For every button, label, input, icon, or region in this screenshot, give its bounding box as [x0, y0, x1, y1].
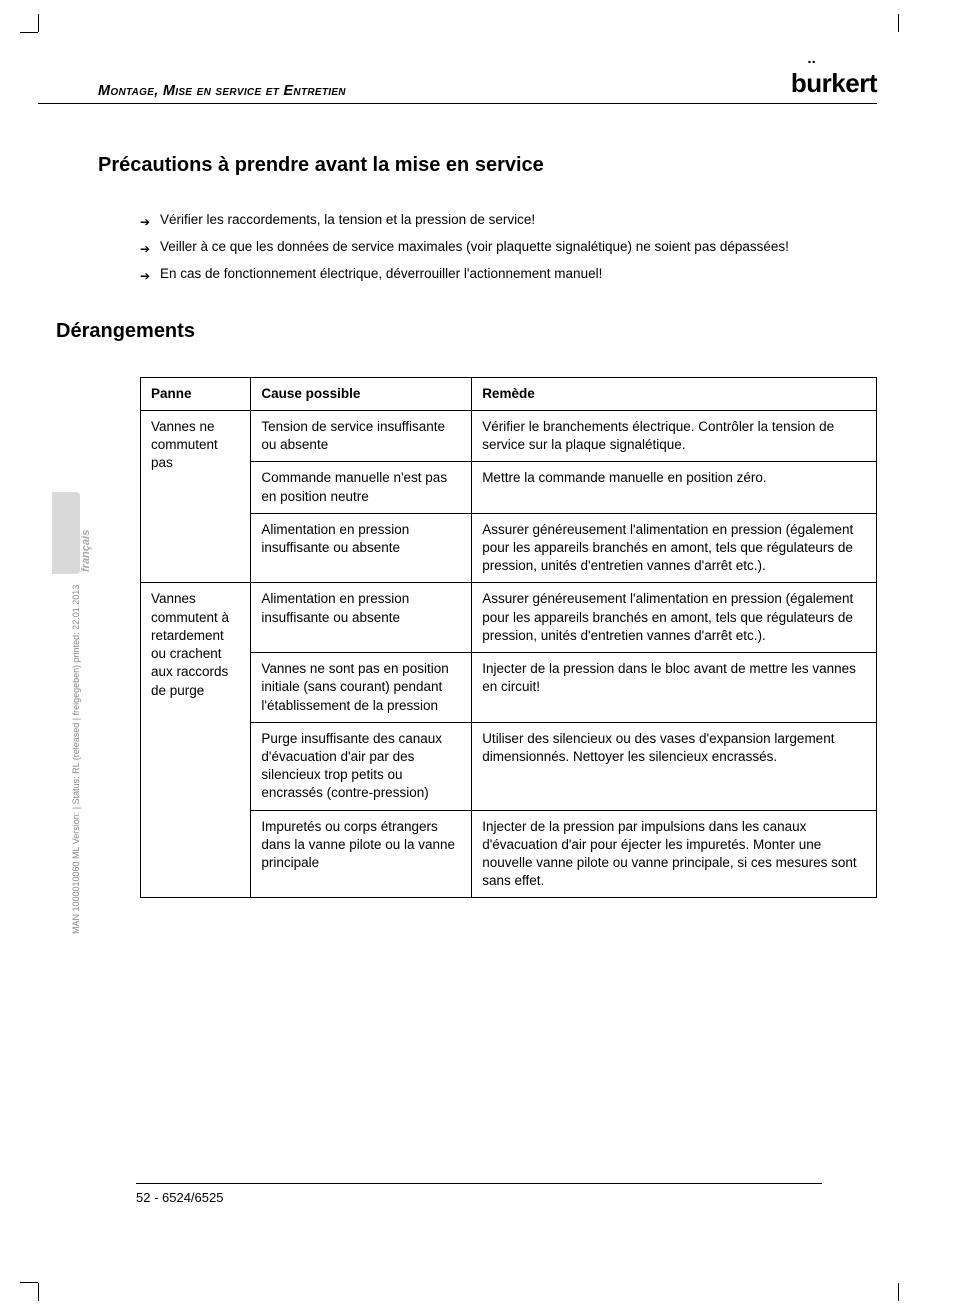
page-header: Montage, Mise en service et Entretien bu… — [38, 48, 877, 104]
table-row: Alimentation en pression insuffisante ou… — [141, 513, 877, 583]
precautions-list: ➔ Vérifier les raccordements, la tension… — [98, 211, 877, 284]
page-number: 52 - 6524/6525 — [136, 1190, 223, 1205]
table-row: Purge insuffisante des canaux d'évacuati… — [141, 722, 877, 810]
table-header-row: Panne Cause possible Remède — [141, 377, 877, 410]
logo: burkert — [791, 68, 877, 99]
running-title: Montage, Mise en service et Entretien — [98, 83, 346, 99]
faults-heading: Dérangements — [56, 320, 877, 343]
cell-cause: Alimentation en pression insuffisante ou… — [251, 513, 472, 583]
cell-remede: Vérifier le branchements électrique. Con… — [472, 410, 877, 461]
faults-table-wrap: Panne Cause possible Remède Vannes ne co… — [98, 377, 877, 899]
side-language-tab — [52, 492, 80, 574]
cell-remede: Assurer généreusement l'alimentation en … — [472, 583, 877, 653]
cell-cause: Vannes ne sont pas en position initiale … — [251, 653, 472, 723]
cell-cause: Commande manuelle n'est pas en position … — [251, 462, 472, 513]
list-item: ➔ Vérifier les raccordements, la tension… — [140, 211, 877, 230]
list-item-text: Vérifier les raccordements, la tension e… — [160, 212, 535, 227]
precautions-heading: Précautions à prendre avant la mise en s… — [98, 154, 877, 177]
cell-cause: Impuretés ou corps étrangers dans la van… — [251, 810, 472, 898]
side-language-label: français — [80, 530, 92, 572]
arrow-right-icon: ➔ — [140, 268, 150, 285]
page-container: Montage, Mise en service et Entretien bu… — [38, 48, 899, 1267]
page-content: Précautions à prendre avant la mise en s… — [38, 104, 899, 898]
table-row: Commande manuelle n'est pas en position … — [141, 462, 877, 513]
arrow-right-icon: ➔ — [140, 214, 150, 231]
list-item-text: Veiller à ce que les données de service … — [160, 239, 789, 254]
cell-remede: Mettre la commande manuelle en position … — [472, 462, 877, 513]
logo-text: burkert — [791, 64, 877, 98]
list-item: ➔ En cas de fonctionnement électrique, d… — [140, 265, 877, 284]
document-code: MAN 1000010060 ML Version: | Status: RL … — [71, 585, 81, 934]
cell-remede: Injecter de la pression par impulsions d… — [472, 810, 877, 898]
faults-table: Panne Cause possible Remède Vannes ne co… — [140, 377, 877, 899]
cell-panne: Vannes ne commutent pas — [141, 410, 251, 583]
list-item: ➔ Veiller à ce que les données de servic… — [140, 238, 877, 257]
table-row: Impuretés ou corps étrangers dans la van… — [141, 810, 877, 898]
page-footer: 52 - 6524/6525 — [136, 1183, 822, 1205]
col-cause: Cause possible — [251, 377, 472, 410]
arrow-right-icon: ➔ — [140, 241, 150, 258]
col-panne: Panne — [141, 377, 251, 410]
table-row: Vannes ne commutent pas Tension de servi… — [141, 410, 877, 461]
cell-panne: Vannes commutent à retardement ou crache… — [141, 583, 251, 898]
cell-remede: Utiliser des silencieux ou des vases d'e… — [472, 722, 877, 810]
cell-cause: Tension de service insuffisante ou absen… — [251, 410, 472, 461]
col-remede: Remède — [472, 377, 877, 410]
cell-cause: Alimentation en pression insuffisante ou… — [251, 583, 472, 653]
cell-remede: Assurer généreusement l'alimentation en … — [472, 513, 877, 583]
table-row: Vannes commutent à retardement ou crache… — [141, 583, 877, 653]
cell-remede: Injecter de la pression dans le bloc ava… — [472, 653, 877, 723]
table-row: Vannes ne sont pas en position initiale … — [141, 653, 877, 723]
cell-cause: Purge insuffisante des canaux d'évacuati… — [251, 722, 472, 810]
list-item-text: En cas de fonctionnement électrique, dév… — [160, 266, 602, 281]
